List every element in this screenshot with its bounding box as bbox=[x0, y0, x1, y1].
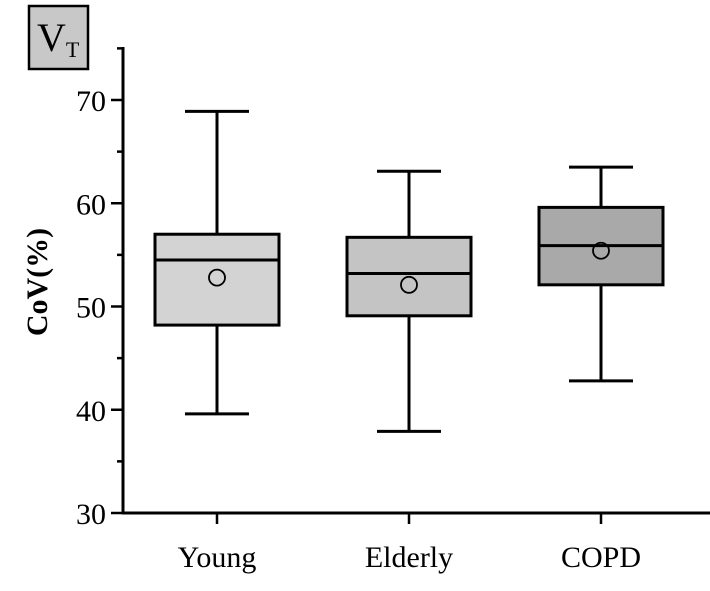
y-tick-label: 50 bbox=[76, 292, 106, 325]
boxes bbox=[153, 109, 665, 433]
x-tick-label: COPD bbox=[561, 541, 641, 574]
box-young bbox=[153, 109, 281, 416]
panel-label-box bbox=[27, 4, 90, 71]
y-ticks: 30 40 50 60 70 bbox=[76, 47, 123, 531]
x-tick-label: Elderly bbox=[365, 541, 453, 574]
panel-label-main: V bbox=[37, 15, 66, 60]
mean-marker bbox=[400, 275, 418, 294]
panel-label-subscript: T bbox=[66, 37, 80, 62]
y-axis-title: CoV(%) bbox=[21, 228, 54, 336]
panel-label-text: VT bbox=[37, 15, 80, 62]
panel-label: VT bbox=[27, 4, 90, 71]
box-copd bbox=[537, 165, 665, 383]
mean-marker bbox=[592, 241, 610, 260]
x-ticks: Young Elderly COPD bbox=[178, 513, 641, 574]
axes bbox=[121, 47, 710, 515]
y-tick-label: 30 bbox=[76, 498, 106, 531]
x-tick-label: Young bbox=[178, 541, 257, 574]
box-elderly bbox=[345, 169, 473, 433]
y-tick-label: 60 bbox=[76, 188, 106, 221]
y-tick-label: 70 bbox=[76, 85, 106, 118]
y-tick-label: 40 bbox=[76, 395, 106, 428]
iqr-box bbox=[153, 232, 281, 327]
mean-marker bbox=[208, 268, 226, 287]
